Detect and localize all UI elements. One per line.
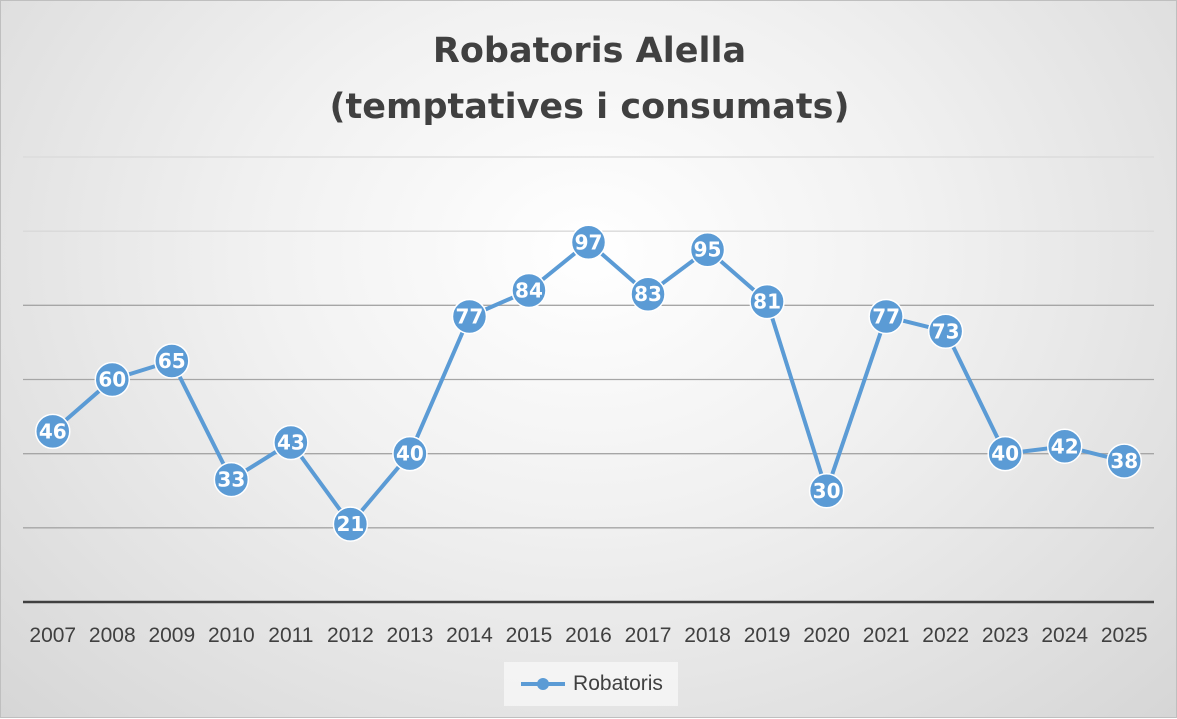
data-label-2011: 43 [277,431,305,455]
x-tick-label-2021: 2021 [863,624,910,647]
data-label-2023: 40 [991,442,1019,466]
data-label-2013: 40 [396,442,424,466]
series-points: 46 60 65 33 43 21 40 77 84 97 83 95 81 30 77 73 40 42 38 [35,224,1142,542]
data-point-2023 [987,435,1023,472]
data-point-2019 [749,283,785,320]
data-point-2018 [689,231,726,268]
data-label-2022: 73 [932,319,960,343]
data-point-2014 [451,298,488,335]
data-point-2009 [154,343,190,379]
data-label-2012: 21 [336,512,364,536]
data-point-2020 [808,473,845,509]
data-label-2018: 95 [694,238,722,262]
data-point-2010 [213,461,250,498]
data-point-2011 [273,424,309,461]
x-tick-label-2012: 2012 [327,624,374,647]
data-label-2007: 46 [39,419,67,443]
data-label-2009: 65 [158,349,186,373]
x-tick-label-2022: 2022 [922,624,969,647]
x-tick-label-2007: 2007 [29,624,76,647]
x-tick-label-2011: 2011 [268,624,313,647]
data-label-2014: 77 [456,304,484,328]
data-point-2016 [570,224,607,261]
data-point-2024 [1046,428,1083,464]
x-tick-label-2016: 2016 [565,624,612,647]
x-tick-label-2023: 2023 [982,624,1029,647]
data-label-2008: 60 [98,368,126,392]
x-tick-label-2025: 2025 [1101,624,1148,647]
x-tick-label-2015: 2015 [506,624,553,647]
data-label-2019: 81 [753,290,781,314]
x-tick-label-2010: 2010 [208,624,255,647]
x-tick-label-2008: 2008 [89,624,136,647]
data-label-2016: 97 [575,230,603,254]
data-label-2020: 30 [813,479,841,503]
x-tick-label-2017: 2017 [625,624,672,647]
chart-title-line-2: (temptatives i consumats) [329,87,850,127]
data-point-2012 [332,506,369,542]
data-label-2010: 33 [217,468,245,492]
chart-title: Robatoris Alella (temptatives i consumat… [1,23,1177,135]
series-line-robatoris [51,240,1125,527]
x-tick-label-2014: 2014 [446,624,493,647]
data-label-2021: 77 [872,304,900,328]
data-point-2013 [392,435,428,472]
x-tick-label-2024: 2024 [1041,624,1088,647]
data-point-2008 [94,361,131,398]
data-label-2015: 84 [515,279,543,303]
x-tick-label-2019: 2019 [744,624,791,647]
data-point-2025 [1106,443,1142,479]
data-point-2007 [35,413,71,450]
x-tick-label-2020: 2020 [803,624,850,647]
legend: Robatoris [504,662,678,706]
x-tick-labels: 2007 2008 2009 2010 2011 2012 2013 2014 2015 2016… [29,624,1147,647]
data-point-2015 [511,272,547,309]
legend-marker-icon [521,678,566,690]
data-label-2025: 38 [1110,449,1138,473]
data-point-2017 [630,276,666,312]
legend-label: Robatoris [573,672,663,695]
x-tick-label-2009: 2009 [148,624,195,647]
gridlines [23,156,1154,529]
data-point-2021 [868,298,904,335]
series-line [51,240,1125,527]
data-point-2022 [927,313,964,350]
x-tick-label-2018: 2018 [684,624,731,647]
data-label-2024: 42 [1051,434,1079,458]
data-label-2017: 83 [634,282,662,306]
x-tick-label-2013: 2013 [387,624,434,647]
chart-title-line-1: Robatoris Alella [432,31,747,71]
